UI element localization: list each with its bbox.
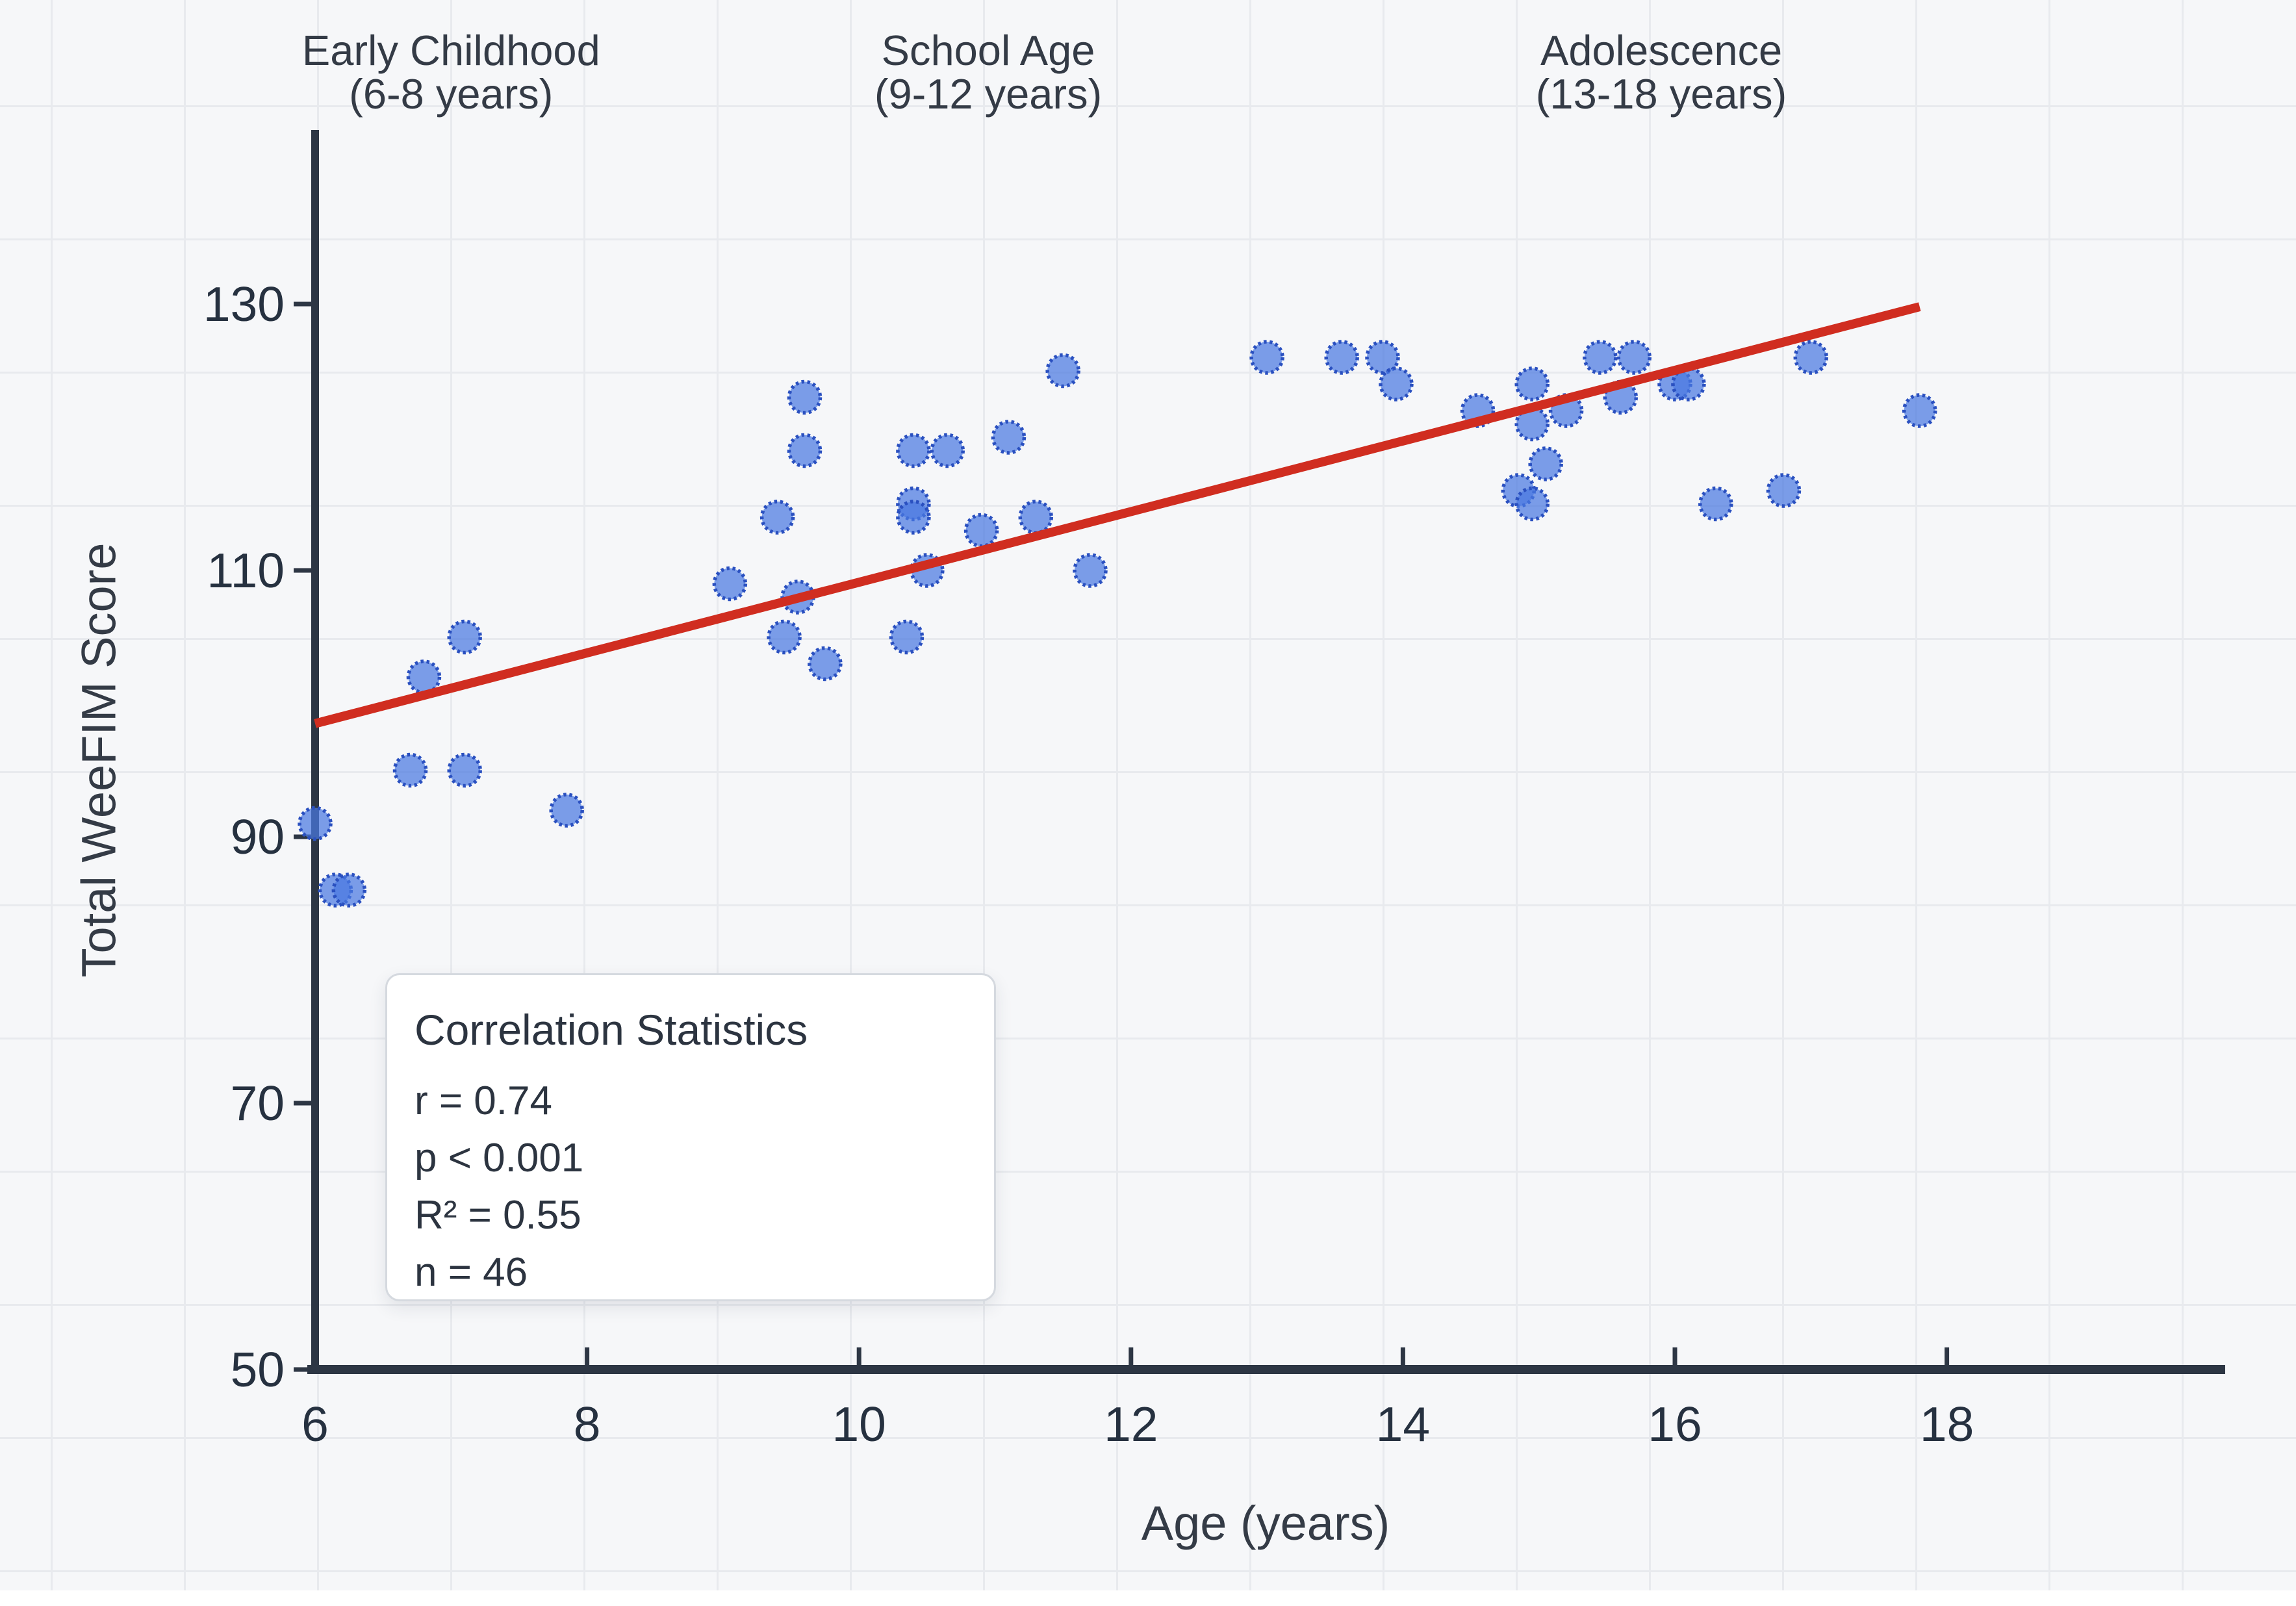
age-group-label-adolescence: Adolescence (13-18 years) [1536,29,1787,116]
y-tick-label: 90 [231,809,285,864]
y-tick-label: 50 [231,1342,285,1397]
y-tick-label: 110 [207,543,285,598]
data-point [787,433,823,468]
data-point [1766,473,1802,508]
data-point [712,566,748,602]
data-point [991,420,1027,455]
age-group-title: School Age [881,27,1095,74]
data-point [1902,393,1937,428]
age-group-label-school-age: School Age (9-12 years) [874,29,1102,116]
data-point [1073,553,1108,588]
data-point [787,379,823,415]
data-point [298,806,333,841]
data-point [1616,340,1652,375]
data-point [447,619,482,655]
age-group-title: Early Childhood [301,27,600,74]
data-point [759,500,795,535]
data-point [889,619,925,655]
trendline [314,302,1921,728]
x-tick-label: 14 [1376,1397,1430,1451]
data-point [1379,366,1414,402]
data-point [1324,340,1359,375]
data-point [549,793,584,828]
data-point [1528,446,1563,481]
y-tick-label: 130 [203,277,285,331]
data-point [1514,366,1550,402]
data-point [447,752,482,788]
stats-box-title: Correlation Statistics [415,1006,808,1054]
x-tick-label: 12 [1104,1397,1158,1451]
stats-r-squared: R² = 0.55 [415,1193,581,1238]
data-point [896,433,931,468]
correlation-stats-box: Correlation Statistics r = 0.74 p < 0.00… [385,973,996,1301]
stats-n-value: n = 46 [415,1250,528,1295]
data-point [930,433,965,468]
y-axis-title: Total WeeFIM Score [71,542,126,978]
x-tick-label: 6 [301,1397,329,1451]
x-tick-label: 18 [1920,1397,1974,1451]
y-tick-label: 70 [231,1076,285,1130]
data-point [767,619,802,655]
data-point [1698,486,1733,522]
data-point [1018,500,1054,535]
age-group-range: (6-8 years) [349,70,554,118]
age-group-range: (9-12 years) [874,70,1103,118]
data-point [331,873,367,908]
data-point [392,752,428,788]
data-point [1365,340,1400,375]
x-tick-label: 8 [574,1397,601,1451]
data-point [1249,340,1284,375]
x-axis-title: Age (years) [1141,1496,1390,1550]
data-point [896,500,931,535]
bottom-margin-strip [0,1590,2296,1606]
data-point [1793,340,1829,375]
x-tick-label: 16 [1648,1397,1702,1451]
age-group-label-early-childhood: Early Childhood (6-8 years) [302,29,600,116]
stats-p-value: p < 0.001 [415,1136,584,1180]
data-point [1514,486,1550,522]
x-tick-label: 10 [832,1397,886,1451]
stats-r-value: r = 0.74 [415,1078,552,1123]
data-point [808,646,843,682]
data-point [963,513,999,548]
data-point [1583,340,1618,375]
data-point [1045,353,1080,389]
age-group-title: Adolescence [1540,27,1783,74]
age-group-range: (13-18 years) [1535,70,1787,118]
